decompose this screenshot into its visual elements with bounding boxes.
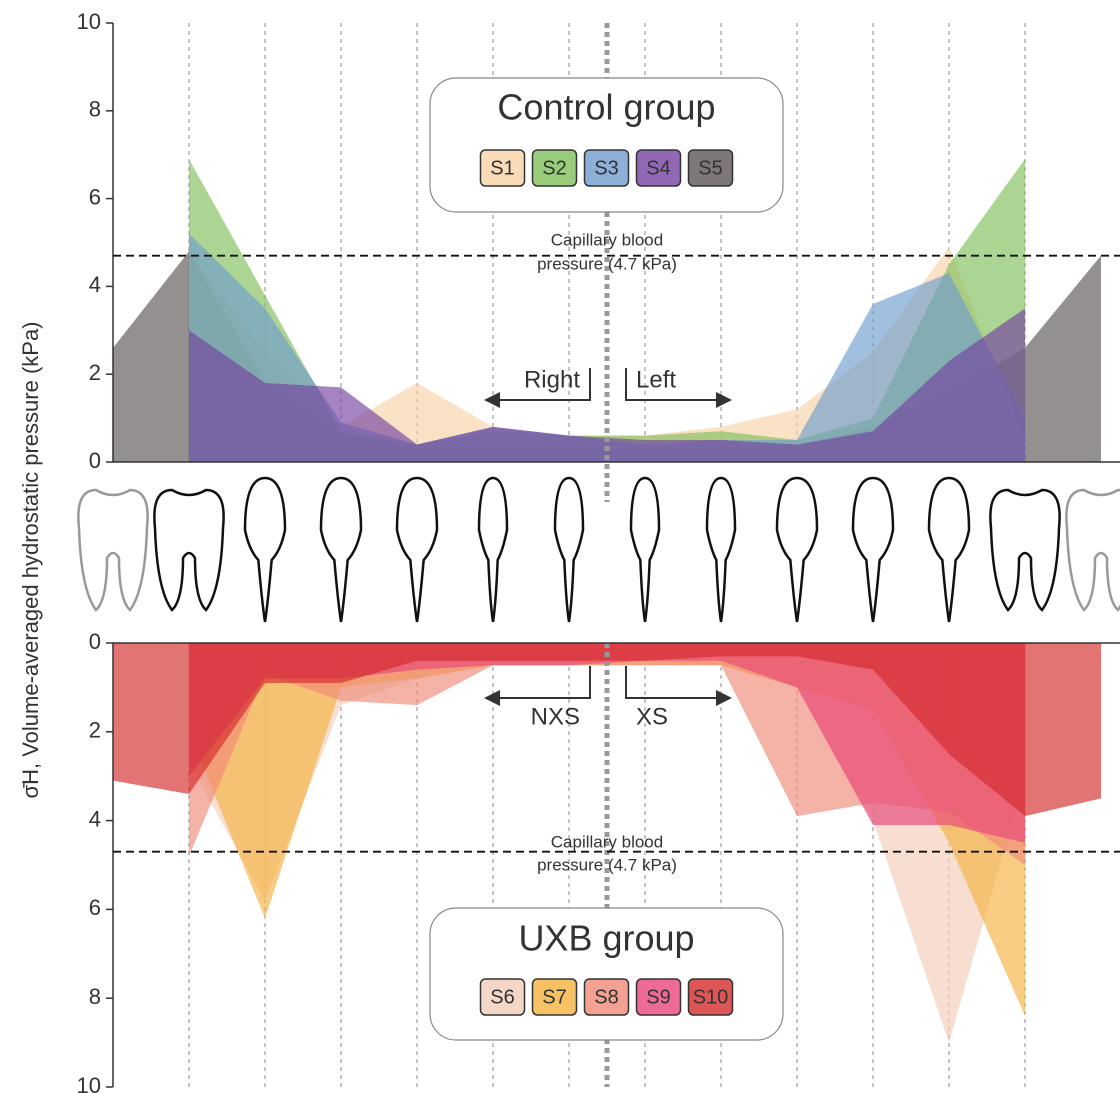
tooth: [853, 478, 893, 622]
figure: 0 2 4 6 8 10 Capillary blood pressure (4.7 kPa)…: [0, 0, 1120, 1093]
legend-label: S6: [490, 986, 514, 1008]
arrowhead: [484, 392, 500, 408]
tooth: [929, 478, 969, 622]
y-tick-label: 8: [89, 97, 101, 122]
arrowhead: [716, 392, 732, 408]
arrow: [626, 666, 728, 698]
tooth: [707, 478, 735, 622]
y-tick-label: 2: [89, 718, 101, 743]
tooth: [1066, 490, 1120, 610]
chart-title: Control group: [497, 87, 715, 128]
legend-label: S8: [594, 986, 618, 1008]
legend-label: S1: [490, 157, 514, 179]
tooth: [154, 490, 223, 610]
tooth: [777, 478, 817, 622]
y-tick-label: 0: [89, 448, 101, 473]
y-tick-label: 2: [89, 360, 101, 385]
threshold-label: pressure (4.7 kPa): [537, 855, 677, 874]
legend-label: S7: [542, 986, 566, 1008]
arrowhead: [484, 690, 500, 706]
legend-label: S5: [698, 157, 722, 179]
legend-label: S9: [646, 986, 670, 1008]
legend-label: S3: [594, 157, 618, 179]
tooth: [631, 478, 659, 622]
y-tick-label: 8: [89, 984, 101, 1009]
y-tick-label: 6: [89, 184, 101, 209]
legend-label: S2: [542, 157, 566, 179]
legend-label: S4: [646, 157, 670, 179]
y-tick-label: 10: [77, 9, 101, 34]
tooth: [479, 478, 507, 622]
teeth-illustration: [78, 478, 1120, 622]
y-tick-label: 10: [77, 1073, 101, 1093]
threshold-label: Capillary blood: [551, 230, 663, 249]
y-tick-label: 6: [89, 895, 101, 920]
y-tick-label: 4: [89, 806, 101, 831]
tooth: [245, 478, 285, 622]
y-tick-label: 4: [89, 272, 101, 297]
tooth: [321, 478, 361, 622]
direction-label: XS: [636, 703, 668, 730]
tooth: [78, 490, 147, 610]
tooth: [397, 478, 437, 622]
direction-label: Left: [636, 366, 676, 393]
arrowhead: [716, 690, 732, 706]
threshold-label: pressure (4.7 kPa): [537, 254, 677, 273]
direction-label: Right: [524, 366, 580, 393]
tooth: [990, 490, 1059, 610]
y-tick-label: 0: [89, 629, 101, 654]
threshold-label: Capillary blood: [551, 832, 663, 851]
chart-title: UXB group: [518, 918, 694, 959]
y-axis-label: σ̄H, Volume-averaged hydrostatic pressur…: [18, 321, 43, 798]
tooth: [555, 478, 583, 622]
arrow: [488, 666, 590, 698]
legend-label: S10: [693, 986, 729, 1008]
direction-label: NXS: [531, 703, 580, 730]
